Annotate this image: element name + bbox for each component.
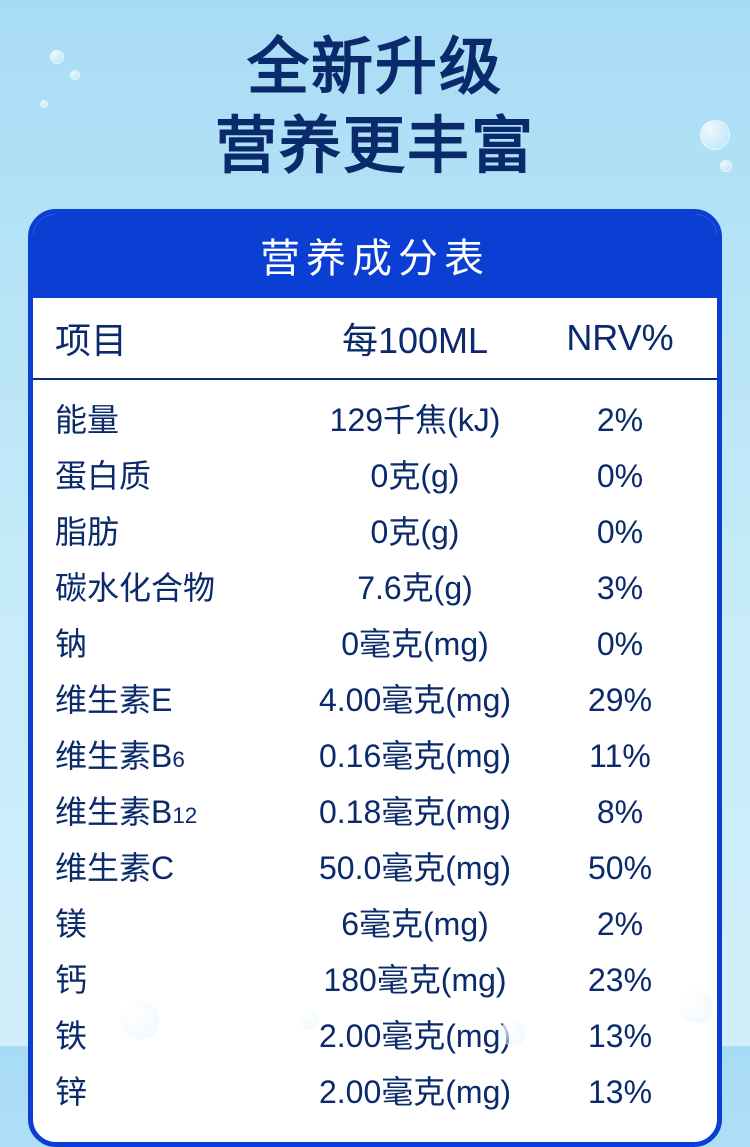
cell-nrv: 0% <box>545 452 695 500</box>
cell-nrv: 13% <box>545 1068 695 1116</box>
col-header-nrv: NRV% <box>545 317 695 359</box>
cell-per: 0毫克(mg) <box>285 620 545 668</box>
bubble-decoration <box>70 70 80 80</box>
cell-per: 50.0毫克(mg) <box>285 844 545 892</box>
cell-per: 4.00毫克(mg) <box>285 676 545 724</box>
cell-nrv: 8% <box>545 788 695 836</box>
cell-per: 180毫克(mg) <box>285 956 545 1004</box>
table-row: 钙180毫克(mg)23% <box>55 952 695 1008</box>
table-row: 碳水化合物7.6克(g)3% <box>55 560 695 616</box>
heading-line-2: 营养更丰富 <box>0 107 750 186</box>
bubble-decoration <box>720 160 732 172</box>
cell-name: 能量 <box>55 396 285 444</box>
cell-per: 0克(g) <box>285 508 545 556</box>
cell-nrv: 2% <box>545 396 695 444</box>
heading: 全新升级 营养更丰富 <box>0 0 750 209</box>
bubble-decoration <box>300 1010 320 1030</box>
cell-nrv: 0% <box>545 620 695 668</box>
cell-name: 碳水化合物 <box>55 564 285 612</box>
cell-nrv: 3% <box>545 564 695 612</box>
table-row: 维生素B120.18毫克(mg)8% <box>55 784 695 840</box>
bubble-decoration <box>500 1020 526 1046</box>
cell-per: 129千焦(kJ) <box>285 396 545 444</box>
cell-name: 锌 <box>55 1068 285 1116</box>
cell-name: 镁 <box>55 900 285 948</box>
table-row: 维生素E4.00毫克(mg)29% <box>55 672 695 728</box>
cell-name: 蛋白质 <box>55 452 285 500</box>
cell-nrv: 13% <box>545 1012 695 1060</box>
table-row: 蛋白质0克(g)0% <box>55 448 695 504</box>
cell-nrv: 50% <box>545 844 695 892</box>
bubble-decoration <box>680 990 714 1024</box>
bubble-decoration <box>40 100 48 108</box>
cell-name: 钠 <box>55 620 285 668</box>
cell-nrv: 29% <box>545 676 695 724</box>
table-header-row: 项目 每100ML NRV% <box>33 298 717 380</box>
cell-per: 0.18毫克(mg) <box>285 788 545 836</box>
cell-per: 7.6克(g) <box>285 564 545 612</box>
table-row: 能量129千焦(kJ)2% <box>55 392 695 448</box>
heading-line-1: 全新升级 <box>0 28 750 107</box>
cell-nrv: 2% <box>545 900 695 948</box>
cell-nrv: 0% <box>545 508 695 556</box>
table-row: 维生素C50.0毫克(mg)50% <box>55 840 695 896</box>
cell-name: 钙 <box>55 956 285 1004</box>
cell-per: 0.16毫克(mg) <box>285 732 545 780</box>
bubble-decoration <box>120 1000 160 1040</box>
cell-per: 6毫克(mg) <box>285 900 545 948</box>
table-row: 脂肪0克(g)0% <box>55 504 695 560</box>
cell-name: 维生素B6 <box>55 732 285 780</box>
bubble-decoration <box>700 120 730 150</box>
cell-nrv: 23% <box>545 956 695 1004</box>
cell-name: 维生素B12 <box>55 788 285 836</box>
cell-name: 铁 <box>55 1012 285 1060</box>
table-title: 营养成分表 <box>33 214 717 298</box>
col-header-per: 每100ML <box>285 312 545 364</box>
table-row: 镁6毫克(mg)2% <box>55 896 695 952</box>
bubble-decoration <box>50 50 64 64</box>
col-header-item: 项目 <box>55 312 285 364</box>
cell-per: 2.00毫克(mg) <box>285 1068 545 1116</box>
cell-name: 维生素E <box>55 676 285 724</box>
cell-per: 0克(g) <box>285 452 545 500</box>
cell-nrv: 11% <box>545 732 695 780</box>
table-row: 钠0毫克(mg)0% <box>55 616 695 672</box>
cell-name: 脂肪 <box>55 508 285 556</box>
table-row: 锌2.00毫克(mg)13% <box>55 1064 695 1120</box>
table-row: 维生素B60.16毫克(mg)11% <box>55 728 695 784</box>
cell-name: 维生素C <box>55 844 285 892</box>
